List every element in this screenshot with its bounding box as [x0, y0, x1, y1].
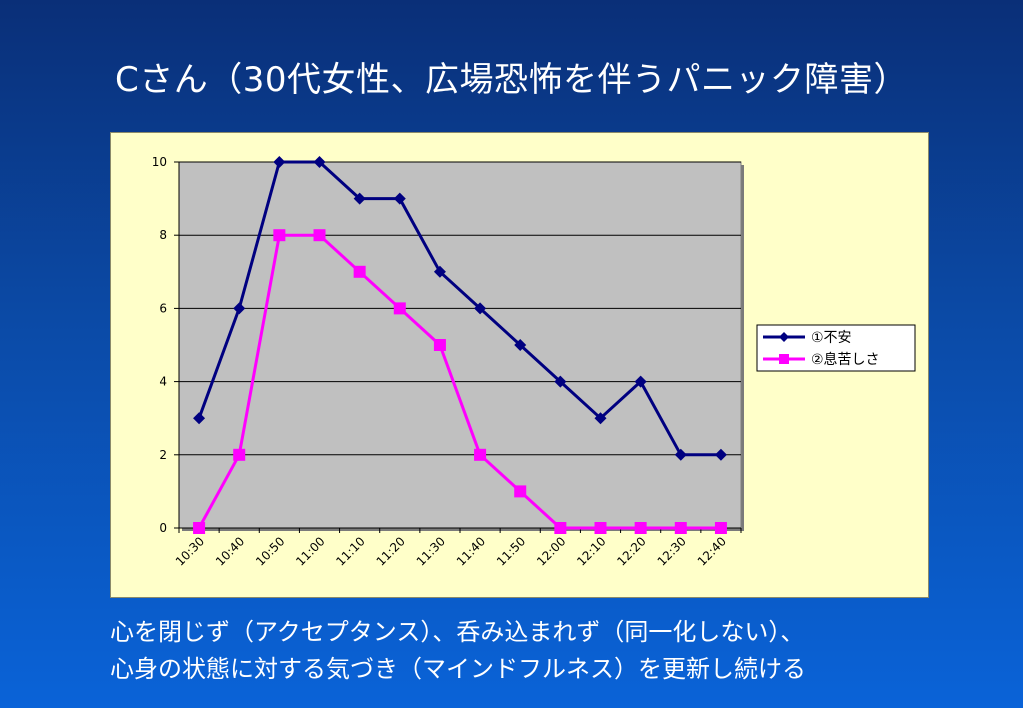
data-point — [714, 522, 727, 534]
data-point — [433, 265, 446, 278]
legend-label: ①不安 — [811, 330, 852, 346]
legend-marker — [779, 332, 789, 342]
x-tick-label: 12:20 — [614, 534, 648, 568]
y-tick-label: 2 — [159, 448, 167, 462]
data-point — [433, 339, 446, 351]
x-tick-label: 11:30 — [414, 534, 448, 568]
slide-title: Cさん（30代女性、広場恐怖を伴うパニック障害） — [114, 60, 908, 100]
data-point — [674, 522, 687, 534]
x-tick-label: 11:10 — [333, 534, 367, 568]
y-tick-label: 6 — [159, 301, 167, 315]
x-tick-label: 10:40 — [213, 534, 247, 568]
data-point — [714, 448, 727, 461]
data-point — [353, 192, 366, 205]
x-tick-label: 10:30 — [173, 534, 207, 568]
data-point — [634, 522, 647, 534]
series-line — [197, 233, 721, 530]
data-point — [193, 522, 206, 534]
y-tick-label: 0 — [159, 521, 167, 535]
data-point — [393, 302, 406, 315]
y-tick-label: 4 — [159, 375, 167, 389]
data-point — [273, 229, 286, 242]
caption-line-1: 心を閉じず（アクセプタンス）、呑み込まれず（同一化しない）、 — [110, 618, 805, 646]
x-tick-label: 10:50 — [253, 534, 287, 568]
legend-marker — [779, 354, 789, 364]
data-point — [554, 522, 567, 534]
caption-line-2: 心身の状態に対する気づき（マインドフルネス）を更新し続ける — [110, 655, 806, 683]
series-line — [197, 160, 721, 457]
legend: ①不安 ②息苦しさ — [756, 324, 916, 372]
data-point — [353, 265, 366, 278]
data-point — [634, 375, 647, 388]
x-tick-label: 12:00 — [534, 534, 568, 568]
y-tick-label: 8 — [159, 228, 167, 242]
data-point — [313, 156, 326, 168]
x-tick-label: 11:00 — [293, 534, 327, 568]
x-tick-label: 12:30 — [655, 534, 689, 568]
data-point — [594, 522, 607, 534]
data-point — [594, 412, 607, 425]
x-tick-label: 12:40 — [695, 534, 729, 568]
data-point — [233, 448, 246, 461]
x-tick-label: 11:40 — [454, 534, 488, 568]
plot-area — [178, 161, 744, 531]
data-point — [554, 375, 567, 388]
x-tick-label: 11:50 — [494, 534, 528, 568]
data-point — [674, 448, 687, 461]
data-point — [474, 302, 487, 315]
y-tick-label: 10 — [152, 155, 167, 169]
series-2 — [193, 229, 727, 534]
data-point — [273, 156, 286, 168]
data-point — [233, 302, 246, 315]
series-lines — [193, 156, 727, 534]
data-point — [514, 485, 527, 498]
legend-label: ②息苦しさ — [811, 351, 880, 368]
chart-panel: 0 2 4 6 8 10 10:30 10:40 10:50 11:00 11:10 11:20 11:… — [110, 132, 929, 598]
data-point — [514, 339, 527, 351]
data-point — [313, 229, 326, 242]
series-1 — [193, 156, 727, 461]
data-point — [393, 192, 406, 205]
data-point — [474, 448, 487, 461]
plot-background — [178, 161, 742, 529]
x-tick-label: 12:10 — [574, 534, 608, 568]
data-point — [193, 412, 206, 425]
x-tick-label: 11:20 — [374, 534, 408, 568]
